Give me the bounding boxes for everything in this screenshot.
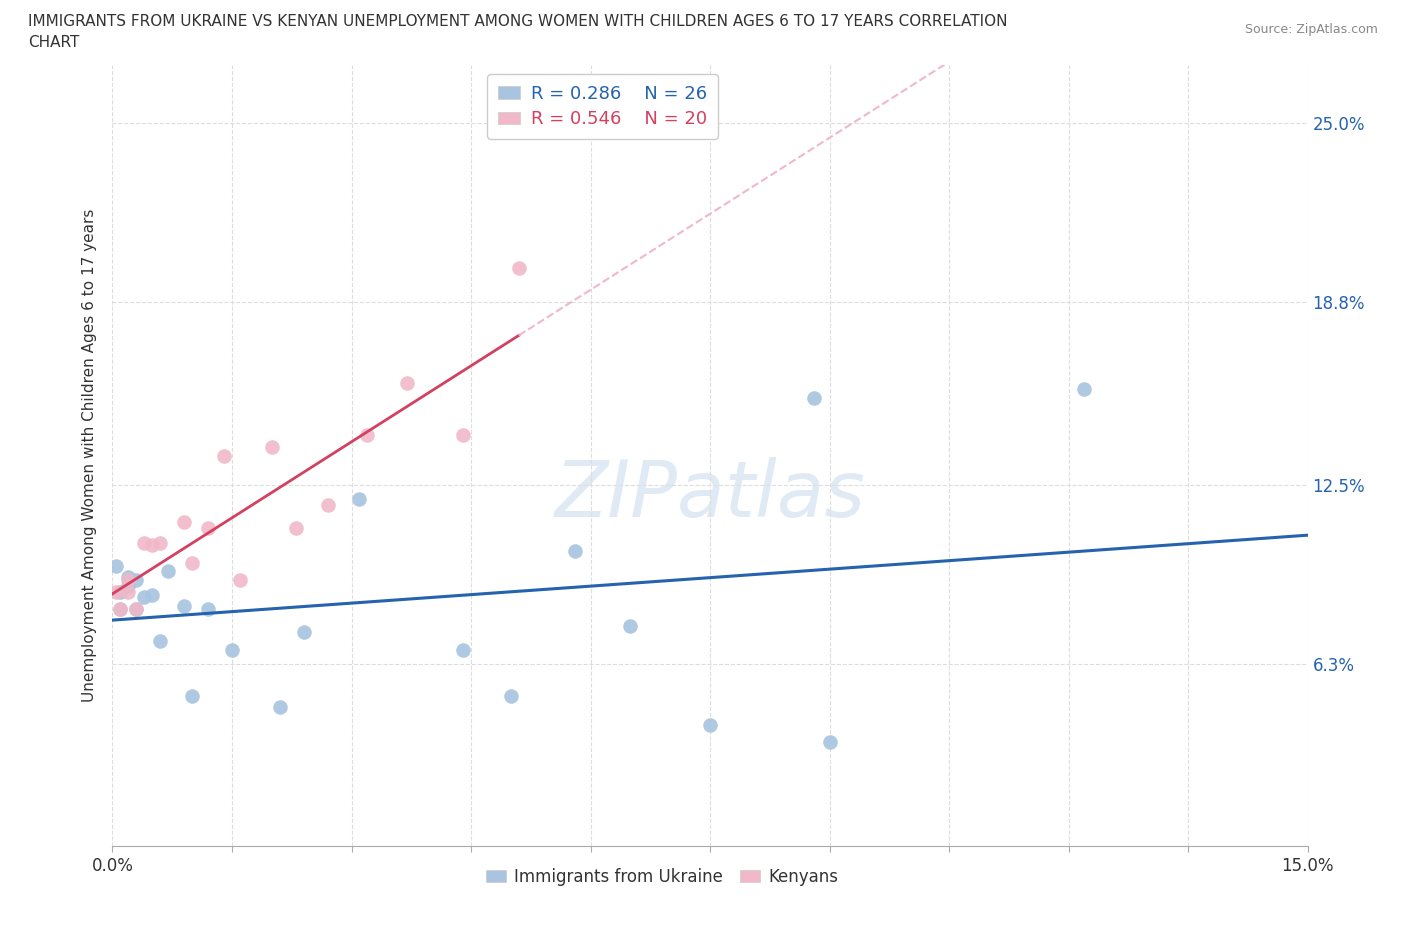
Point: [212, 448, 235, 463]
Point: [110, 602, 132, 617]
Point: [134, 535, 156, 550]
Point: [699, 717, 721, 732]
Point: [197, 521, 219, 536]
Point: [564, 544, 586, 559]
Text: Source: ZipAtlas.com: Source: ZipAtlas.com: [1244, 23, 1378, 36]
Point: [181, 555, 204, 570]
Point: [125, 602, 148, 617]
Point: [221, 642, 243, 657]
Legend: Immigrants from Ukraine, Kenyans: Immigrants from Ukraine, Kenyans: [479, 861, 845, 893]
Point: [110, 602, 132, 617]
Point: [141, 538, 163, 552]
Point: [117, 570, 139, 585]
Point: [508, 260, 530, 275]
Point: [105, 584, 128, 599]
Point: [110, 584, 132, 599]
Point: [316, 498, 339, 512]
Point: [284, 521, 307, 536]
Point: [173, 515, 195, 530]
Point: [356, 428, 378, 443]
Point: [117, 578, 139, 593]
Y-axis label: Unemployment Among Women with Children Ages 6 to 17 years: Unemployment Among Women with Children A…: [82, 209, 97, 702]
Point: [141, 587, 163, 602]
Point: [229, 573, 252, 588]
Point: [260, 440, 283, 455]
Point: [149, 535, 172, 550]
Point: [619, 619, 641, 634]
Text: CHART: CHART: [28, 35, 80, 50]
Point: [499, 688, 522, 703]
Text: ZIPatlas: ZIPatlas: [554, 457, 866, 533]
Point: [134, 590, 156, 604]
Point: [125, 573, 148, 588]
Text: IMMIGRANTS FROM UKRAINE VS KENYAN UNEMPLOYMENT AMONG WOMEN WITH CHILDREN AGES 6 : IMMIGRANTS FROM UKRAINE VS KENYAN UNEMPL…: [28, 14, 1008, 29]
Point: [125, 602, 148, 617]
Point: [197, 602, 219, 617]
Point: [157, 564, 180, 578]
Point: [349, 492, 371, 507]
Point: [117, 573, 139, 588]
Point: [1073, 381, 1095, 396]
Point: [396, 376, 419, 391]
Point: [451, 428, 474, 443]
Point: [117, 584, 139, 599]
Point: [149, 633, 172, 648]
Point: [269, 700, 291, 715]
Point: [818, 735, 841, 750]
Point: [173, 599, 195, 614]
Point: [181, 688, 204, 703]
Point: [451, 642, 474, 657]
Point: [803, 391, 825, 405]
Point: [105, 558, 128, 573]
Point: [292, 625, 315, 640]
